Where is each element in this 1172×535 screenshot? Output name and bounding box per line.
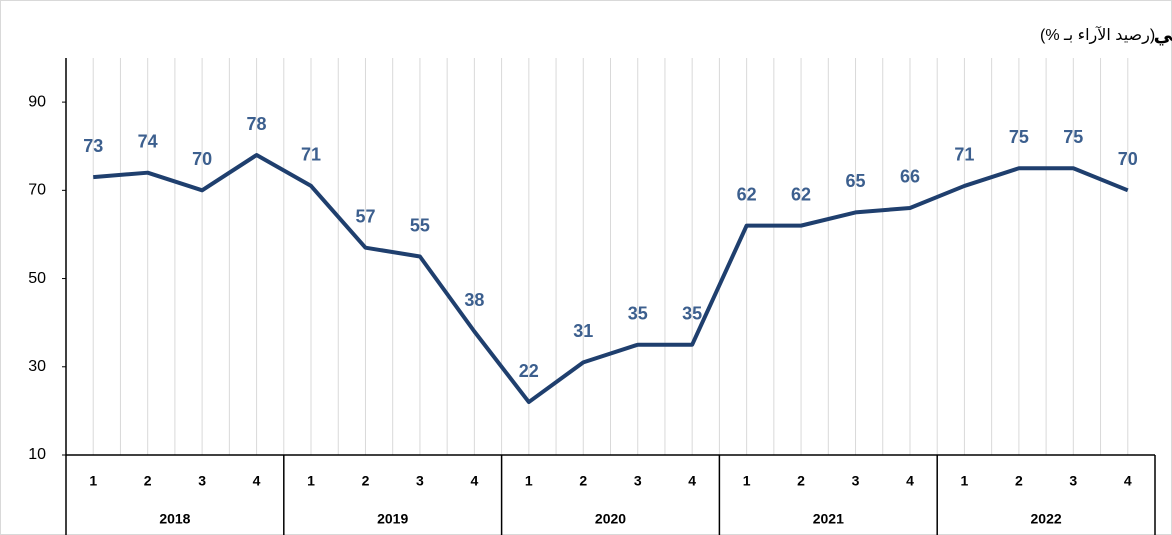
x-tick-label: 2 [1015, 473, 1023, 489]
series-line [93, 153, 1129, 405]
y-tick-label: 50 [28, 270, 46, 287]
data-label: 35 [628, 303, 648, 323]
data-label: 71 [954, 145, 974, 165]
x-tick-label: 2 [144, 473, 152, 489]
data-label: 70 [192, 149, 212, 169]
x-tick-label: 4 [470, 473, 478, 489]
x-tick-label: 3 [1069, 473, 1077, 489]
y-tick-label: 70 [28, 182, 46, 199]
x-tick-label: 4 [1124, 473, 1132, 489]
group-label: 2020 [595, 511, 626, 527]
x-tick-label: 3 [198, 473, 206, 489]
data-label: 62 [737, 184, 757, 204]
x-tick-label: 4 [906, 473, 914, 489]
y-tick-label: 10 [28, 446, 46, 463]
group-label: 2019 [377, 511, 408, 527]
data-label: 66 [900, 167, 920, 187]
data-label: 73 [83, 136, 103, 156]
title: المؤشر الحالي [1154, 25, 1172, 46]
y-tick-label: 90 [28, 93, 46, 110]
data-label: 31 [573, 321, 593, 341]
x-tick-label: 1 [743, 473, 751, 489]
subtitle: (رصيد الآراء بـ %) [1040, 26, 1155, 45]
data-label: 57 [355, 206, 375, 226]
x-tick-label: 1 [89, 473, 97, 489]
data-label: 75 [1009, 127, 1029, 147]
data-label: 55 [410, 215, 430, 235]
group-label: 2022 [1031, 511, 1062, 527]
data-label: 70 [1118, 149, 1138, 169]
data-label: 22 [519, 361, 539, 381]
data-label: 74 [138, 131, 158, 151]
data-label: 78 [247, 114, 267, 134]
data-label: 65 [846, 171, 866, 191]
x-tick-label: 2 [797, 473, 805, 489]
data-label: 75 [1063, 127, 1083, 147]
data-label: 71 [301, 145, 321, 165]
x-tick-label: 2 [579, 473, 587, 489]
y-tick-label: 30 [28, 358, 46, 375]
x-tick-label: 3 [634, 473, 642, 489]
data-label: 38 [464, 290, 484, 310]
group-label: 2018 [159, 511, 190, 527]
group-label: 2021 [813, 511, 844, 527]
x-tick-label: 4 [688, 473, 696, 489]
x-tick-label: 3 [852, 473, 860, 489]
data-label: 62 [791, 184, 811, 204]
x-tick-label: 1 [525, 473, 533, 489]
data-label: 35 [682, 303, 702, 323]
x-tick-label: 4 [253, 473, 261, 489]
chart-title: المؤشر الحالي (رصيد الآراء بـ %) [1040, 25, 1172, 46]
x-tick-label: 1 [961, 473, 969, 489]
x-tick-label: 2 [362, 473, 370, 489]
x-tick-label: 1 [307, 473, 315, 489]
x-tick-label: 3 [416, 473, 424, 489]
